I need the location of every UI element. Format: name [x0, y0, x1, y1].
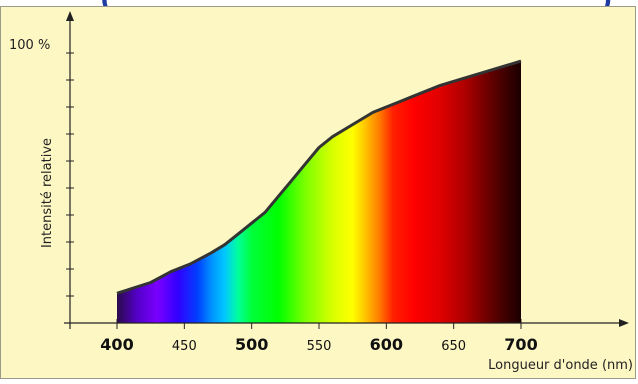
x-tick-label: 400 [100, 335, 133, 354]
x-ticks: 400 450 500 550 600 650 700 [100, 319, 538, 354]
spectrum-chart: 400 450 500 550 600 650 700 100 % Intensité re… [9, 11, 633, 373]
x-tick-label: 500 [235, 335, 268, 354]
spectrum-curve [116, 59, 522, 295]
x-axis-label: Longueur d'onde (nm) [488, 358, 633, 373]
y-top-label: 100 % [9, 38, 50, 53]
spectrum-fill [117, 61, 521, 323]
x-tick-label: 600 [370, 335, 403, 354]
x-tick-label: 550 [307, 339, 332, 354]
x-axis-arrow [619, 319, 629, 327]
chart-title-fragment: ( ) [0, 0, 638, 6]
chart-panel: 400 450 500 550 600 650 700 100 % Intensité re… [0, 6, 636, 379]
chart-title: ( ) [100, 0, 613, 6]
y-axis-arrow [66, 11, 74, 21]
y-axis-label: Intensité relative [40, 138, 55, 248]
x-tick-label: 700 [504, 335, 537, 354]
x-tick-label: 650 [441, 339, 466, 354]
x-tick-label: 450 [172, 339, 197, 354]
